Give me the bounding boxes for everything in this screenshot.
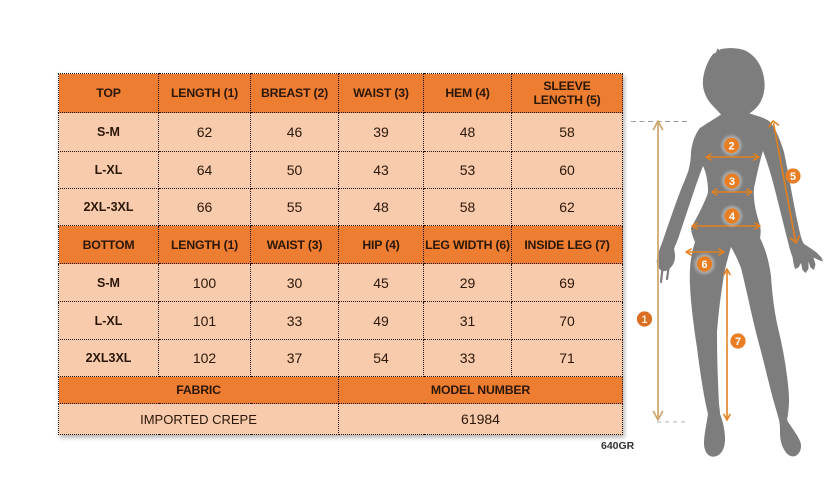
svg-text:3: 3 [729,176,735,188]
svg-text:4: 4 [729,211,735,223]
svg-text:2: 2 [728,140,734,152]
svg-text:1: 1 [641,314,647,326]
svg-text:5: 5 [790,171,796,183]
svg-text:7: 7 [735,336,741,348]
svg-text:6: 6 [701,259,707,271]
